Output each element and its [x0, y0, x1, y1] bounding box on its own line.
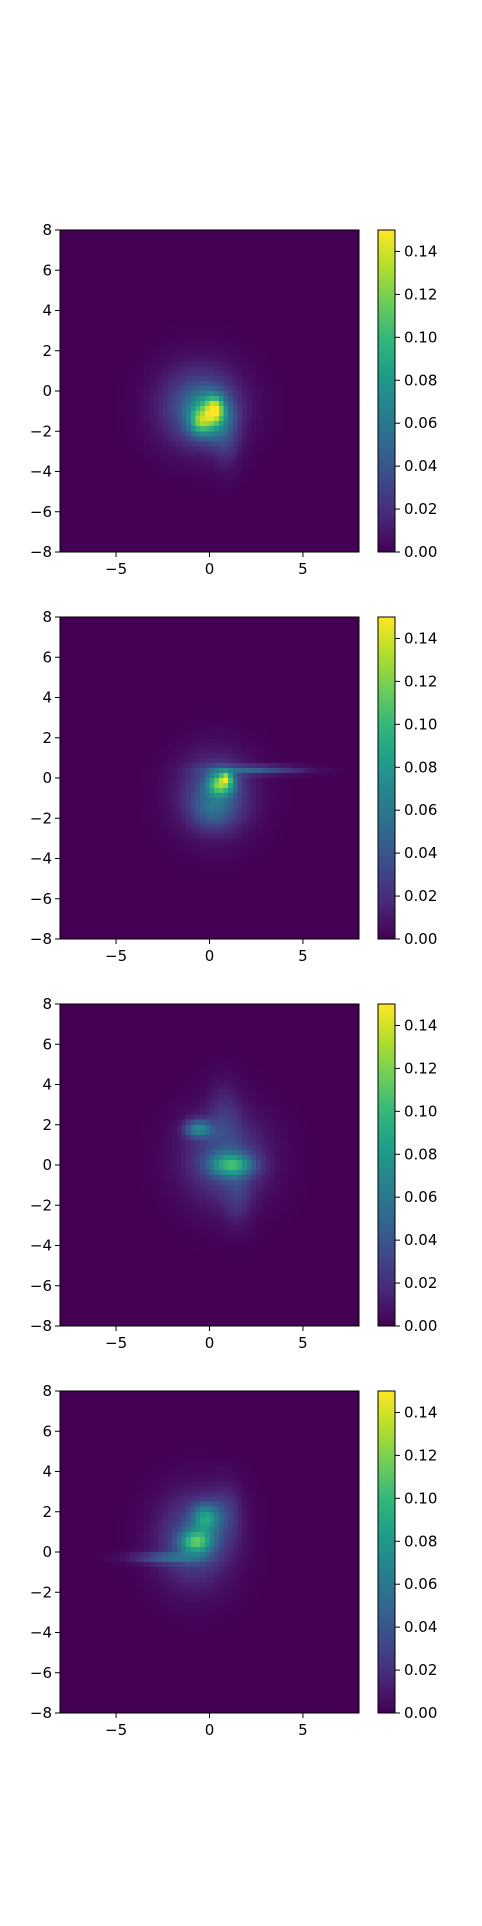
colorbar-1: [377, 229, 396, 553]
y-tick-label: 6: [42, 648, 52, 666]
x-tick-label: −5: [105, 560, 127, 578]
y-tick-label: 2: [42, 1503, 52, 1521]
heatmap-image-4: [60, 1391, 359, 1713]
x-tick-label: 0: [205, 947, 215, 965]
y-tick-label: −4: [30, 850, 52, 868]
y-tick-label: −4: [30, 1237, 52, 1255]
colorbar-4: [377, 1390, 396, 1714]
y-tick-label: −6: [30, 1277, 52, 1295]
y-tick-label: 4: [42, 1076, 52, 1094]
y-tick-label: −8: [30, 1704, 52, 1722]
y-tick-label: −4: [30, 463, 52, 481]
y-tick-label: 6: [42, 1035, 52, 1053]
y-tick-label: −8: [30, 1317, 52, 1335]
x-tick-label: 5: [298, 947, 308, 965]
y-tick-label: 6: [42, 261, 52, 279]
x-tick-label: 0: [205, 560, 215, 578]
y-tick-label: 2: [42, 729, 52, 747]
colorbar-tick-label: 0.04: [404, 1618, 437, 1636]
y-tick-label: −8: [30, 543, 52, 561]
y-tick-label: 8: [42, 995, 52, 1013]
colorbar-tick-label: 0.06: [404, 1575, 437, 1593]
y-tick-label: 2: [42, 342, 52, 360]
colorbar-tick-label: 0.14: [404, 629, 437, 647]
colorbar-tick-label: 0.08: [404, 1532, 437, 1550]
colorbar-tick-label: 0.14: [404, 1016, 437, 1034]
colorbar-tick-label: 0.10: [404, 1102, 437, 1120]
x-tick-label: −5: [105, 947, 127, 965]
y-tick-label: 8: [42, 608, 52, 626]
colorbar-tick-label: 0.10: [404, 328, 437, 346]
x-tick-label: 5: [298, 1721, 308, 1739]
colorbar-tick-label: 0.10: [404, 1489, 437, 1507]
y-tick-label: 4: [42, 302, 52, 320]
colorbar-tick-label: 0.02: [404, 1274, 437, 1292]
y-tick-label: −4: [30, 1624, 52, 1642]
colorbar-tick-label: 0.08: [404, 1145, 437, 1163]
x-tick-label: 0: [205, 1721, 215, 1739]
y-tick-label: 0: [42, 1156, 52, 1174]
colorbar-tick-label: 0.04: [404, 457, 437, 475]
y-tick-label: 2: [42, 1116, 52, 1134]
y-tick-label: −8: [30, 930, 52, 948]
heatmap-image-3: [60, 1004, 359, 1326]
x-tick-label: 5: [298, 1334, 308, 1352]
colorbar-tick-label: 0.02: [404, 500, 437, 518]
y-tick-label: 0: [42, 382, 52, 400]
colorbar-tick-label: 0.00: [404, 1317, 437, 1335]
colorbar-2: [377, 616, 396, 940]
colorbar-tick-label: 0.00: [404, 1704, 437, 1722]
colorbar-tick-label: 0.14: [404, 242, 437, 260]
y-tick-label: −6: [30, 890, 52, 908]
x-tick-label: −5: [105, 1721, 127, 1739]
heatmap-image-2: [60, 617, 359, 939]
y-tick-label: 4: [42, 1463, 52, 1481]
colorbar-tick-label: 0.04: [404, 844, 437, 862]
colorbar-tick-label: 0.06: [404, 414, 437, 432]
colorbar-3: [377, 1003, 396, 1327]
y-tick-label: 0: [42, 769, 52, 787]
colorbar-tick-label: 0.02: [404, 887, 437, 905]
colorbar-tick-label: 0.08: [404, 371, 437, 389]
heatmap-image-1: [60, 230, 359, 552]
colorbar-tick-label: 0.00: [404, 930, 437, 948]
y-tick-label: 8: [42, 221, 52, 239]
colorbar-tick-label: 0.06: [404, 801, 437, 819]
y-tick-label: −6: [30, 503, 52, 521]
colorbar-tick-label: 0.02: [404, 1661, 437, 1679]
colorbar-tick-label: 0.04: [404, 1231, 437, 1249]
colorbar-tick-label: 0.14: [404, 1403, 437, 1421]
y-tick-label: −2: [30, 809, 52, 827]
colorbar-tick-label: 0.06: [404, 1188, 437, 1206]
colorbar-tick-label: 0.10: [404, 715, 437, 733]
colorbar-tick-label: 0.12: [404, 672, 437, 690]
y-tick-label: −2: [30, 422, 52, 440]
x-tick-label: 5: [298, 560, 308, 578]
colorbar-tick-label: 0.12: [404, 1059, 437, 1077]
colorbar-tick-label: 0.00: [404, 543, 437, 561]
y-tick-label: −2: [30, 1196, 52, 1214]
x-tick-label: −5: [105, 1334, 127, 1352]
colorbar-tick-label: 0.12: [404, 1446, 437, 1464]
panels: −5 0 5 −8 −6 −4 −2 0 2 4 6 8 0.00 0.02 0.04 0.06 0.08 0.1…: [30, 221, 438, 1739]
y-tick-label: −6: [30, 1664, 52, 1682]
y-tick-label: 4: [42, 689, 52, 707]
x-tick-label: 0: [205, 1334, 215, 1352]
y-tick-label: 0: [42, 1543, 52, 1561]
y-tick-label: −2: [30, 1583, 52, 1601]
colorbar-tick-label: 0.12: [404, 285, 437, 303]
colorbar-tick-label: 0.08: [404, 758, 437, 776]
y-tick-label: 8: [42, 1382, 52, 1400]
y-tick-label: 6: [42, 1422, 52, 1440]
